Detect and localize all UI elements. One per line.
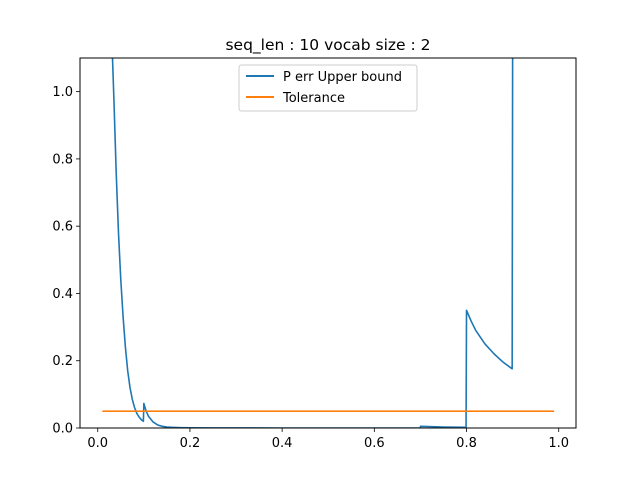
- y-tick-label: 0.6: [52, 220, 73, 235]
- y-tick-label: 0.8: [52, 152, 73, 167]
- y-tick-label: 0.0: [52, 422, 73, 437]
- legend-box: [238, 64, 418, 112]
- x-tick-label: 0.8: [456, 436, 477, 451]
- legend-label-tolerance: Tolerance: [282, 91, 345, 106]
- x-tick-label: 0.4: [272, 436, 293, 451]
- x-axis: 0.0 0.2 0.4 0.6 0.8 1.0: [87, 428, 569, 451]
- y-tick-label: 1.0: [52, 85, 73, 100]
- x-tick-label: 1.0: [548, 436, 569, 451]
- chart-title: seq_len : 10 vocab size : 2: [225, 36, 430, 55]
- y-tick-label: 0.2: [52, 354, 73, 369]
- series-line-p-err-upper-bound: [111, 58, 514, 428]
- x-tick-label: 0.6: [364, 436, 385, 451]
- legend: P err Upper bound Tolerance: [238, 64, 418, 112]
- x-tick-label: 0.2: [180, 436, 201, 451]
- legend-label-p-err-upper-bound: P err Upper bound: [283, 70, 402, 85]
- x-tick-label: 0.0: [87, 436, 108, 451]
- plot-frame: [79, 57, 577, 429]
- series-layer: [102, 58, 555, 428]
- y-tick-label: 0.4: [52, 287, 73, 302]
- y-axis: 0.0 0.2 0.4 0.6 0.8 1.0: [52, 85, 80, 437]
